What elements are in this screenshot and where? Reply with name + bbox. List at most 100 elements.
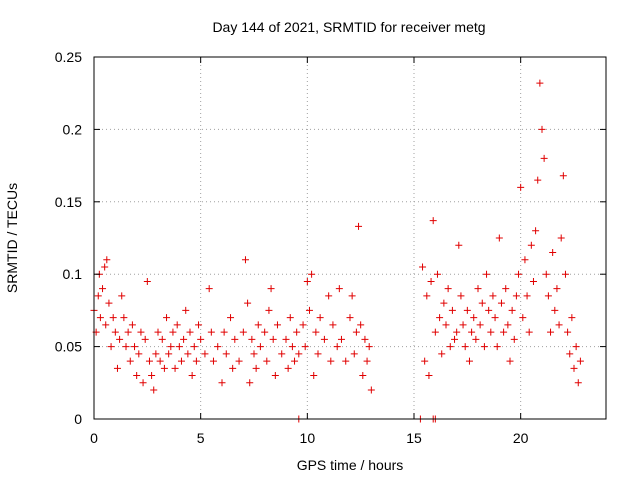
data-point — [547, 328, 555, 336]
data-point — [301, 343, 309, 351]
data-point — [165, 350, 173, 358]
data-point — [293, 328, 301, 336]
data-point — [250, 350, 258, 358]
data-point — [425, 372, 433, 380]
data-point — [286, 314, 294, 322]
data-point — [465, 357, 473, 365]
data-point — [508, 306, 516, 314]
data-point — [553, 285, 561, 293]
data-point — [139, 379, 147, 387]
x-axis-label: GPS time / hours — [297, 457, 404, 473]
data-point — [361, 335, 369, 343]
data-point — [468, 328, 476, 336]
data-point — [483, 270, 491, 278]
data-point — [131, 343, 139, 351]
data-point — [107, 343, 115, 351]
y-tick-label: 0 — [74, 411, 82, 427]
data-point — [446, 343, 454, 351]
data-point — [461, 343, 469, 351]
data-point — [299, 321, 307, 329]
y-tick-label: 0.2 — [63, 121, 83, 137]
data-point — [218, 379, 226, 387]
data-point — [515, 270, 523, 278]
data-point — [152, 350, 160, 358]
data-point — [227, 314, 235, 322]
data-point — [96, 314, 104, 322]
data-point — [500, 328, 508, 336]
data-point — [156, 357, 164, 365]
data-point — [141, 335, 149, 343]
data-point — [160, 364, 168, 372]
y-tick-label: 0.1 — [63, 266, 83, 282]
data-point — [342, 357, 350, 365]
data-point — [109, 314, 117, 322]
data-point — [269, 335, 277, 343]
data-point — [427, 277, 435, 285]
data-point — [346, 314, 354, 322]
data-point — [329, 321, 337, 329]
y-tick-label: 0.25 — [55, 49, 82, 65]
data-point — [111, 328, 119, 336]
data-point — [472, 335, 480, 343]
data-point — [517, 183, 525, 191]
data-point — [325, 292, 333, 300]
data-point — [284, 364, 292, 372]
data-point — [248, 335, 256, 343]
data-point — [282, 335, 290, 343]
data-point — [429, 217, 437, 225]
data-point — [442, 321, 450, 329]
data-point — [246, 379, 254, 387]
data-point — [133, 372, 141, 380]
data-point — [532, 227, 540, 235]
data-point — [186, 328, 194, 336]
data-point — [267, 285, 275, 293]
data-point — [120, 314, 128, 322]
data-point — [197, 335, 205, 343]
data-point — [222, 350, 230, 358]
x-tick-label: 5 — [197, 430, 205, 446]
data-point — [566, 350, 574, 358]
y-axis-label: SRMTID / TECUs — [4, 183, 20, 293]
data-point — [510, 335, 518, 343]
data-point — [491, 314, 499, 322]
data-point — [126, 357, 134, 365]
data-point — [171, 364, 179, 372]
data-point — [288, 343, 296, 351]
data-point — [512, 292, 520, 300]
data-point — [357, 321, 365, 329]
data-point — [497, 299, 505, 307]
data-point — [561, 270, 569, 278]
data-point — [419, 263, 427, 271]
grid-lines — [94, 57, 606, 419]
data-point — [536, 79, 544, 87]
data-point — [101, 263, 109, 271]
data-point — [163, 314, 171, 322]
data-point — [143, 277, 151, 285]
data-point — [433, 270, 441, 278]
data-point — [504, 321, 512, 329]
data-point — [209, 357, 217, 365]
data-point — [148, 372, 156, 380]
x-tick-label: 0 — [90, 430, 98, 446]
data-point — [244, 299, 252, 307]
data-point — [308, 270, 316, 278]
data-point — [239, 328, 247, 336]
data-point — [273, 321, 281, 329]
data-point — [207, 328, 215, 336]
data-point — [521, 256, 529, 264]
data-point — [150, 386, 158, 394]
data-point — [564, 328, 572, 336]
data-point — [493, 343, 501, 351]
data-point — [173, 321, 181, 329]
data-point — [241, 256, 249, 264]
data-point — [310, 372, 318, 380]
data-point — [457, 292, 465, 300]
data-point — [487, 328, 495, 336]
data-point — [480, 343, 488, 351]
data-point — [105, 299, 113, 307]
data-point — [175, 343, 183, 351]
data-point — [145, 357, 153, 365]
data-point — [451, 335, 459, 343]
data-point — [423, 292, 431, 300]
data-point — [295, 350, 303, 358]
